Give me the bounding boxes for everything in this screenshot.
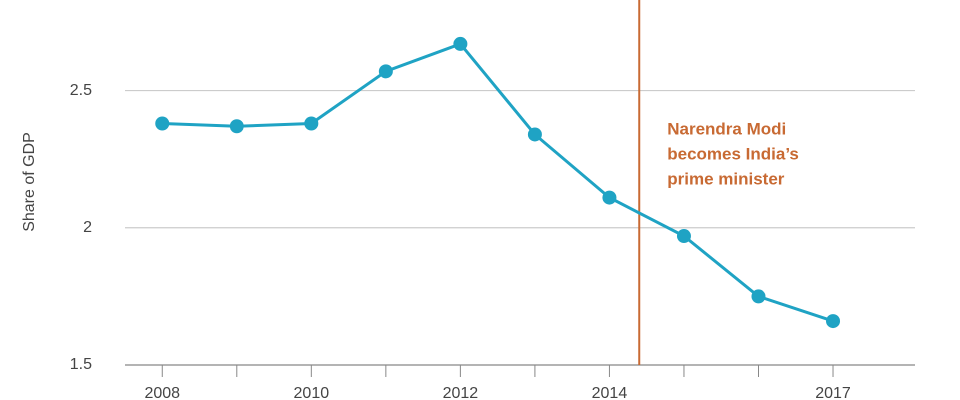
line (162, 42, 834, 323)
annotation-text: prime minister (667, 169, 785, 188)
x-tick-label: 2008 (144, 385, 180, 400)
y-tick-label: 2 (83, 219, 92, 236)
point (602, 190, 617, 205)
y-tick-label: 1.5 (70, 356, 92, 373)
point (378, 64, 393, 79)
x-tick-label: 2010 (294, 385, 330, 400)
point (304, 116, 319, 131)
point (676, 229, 691, 244)
x-tick-label: 2012 (443, 385, 479, 400)
point (826, 314, 841, 329)
point (751, 289, 766, 304)
point (453, 36, 468, 51)
x-tick-label: 2017 (815, 385, 851, 400)
point (527, 127, 542, 142)
point (155, 116, 170, 131)
annotation-text: becomes India’s (667, 144, 799, 163)
y-tick-label: 2.5 (70, 82, 92, 99)
point (229, 119, 244, 134)
y-axis-label: Share of GDP (21, 132, 38, 232)
x-tick-label: 2014 (592, 385, 628, 400)
annotation-text: Narendra Modi (667, 119, 786, 138)
